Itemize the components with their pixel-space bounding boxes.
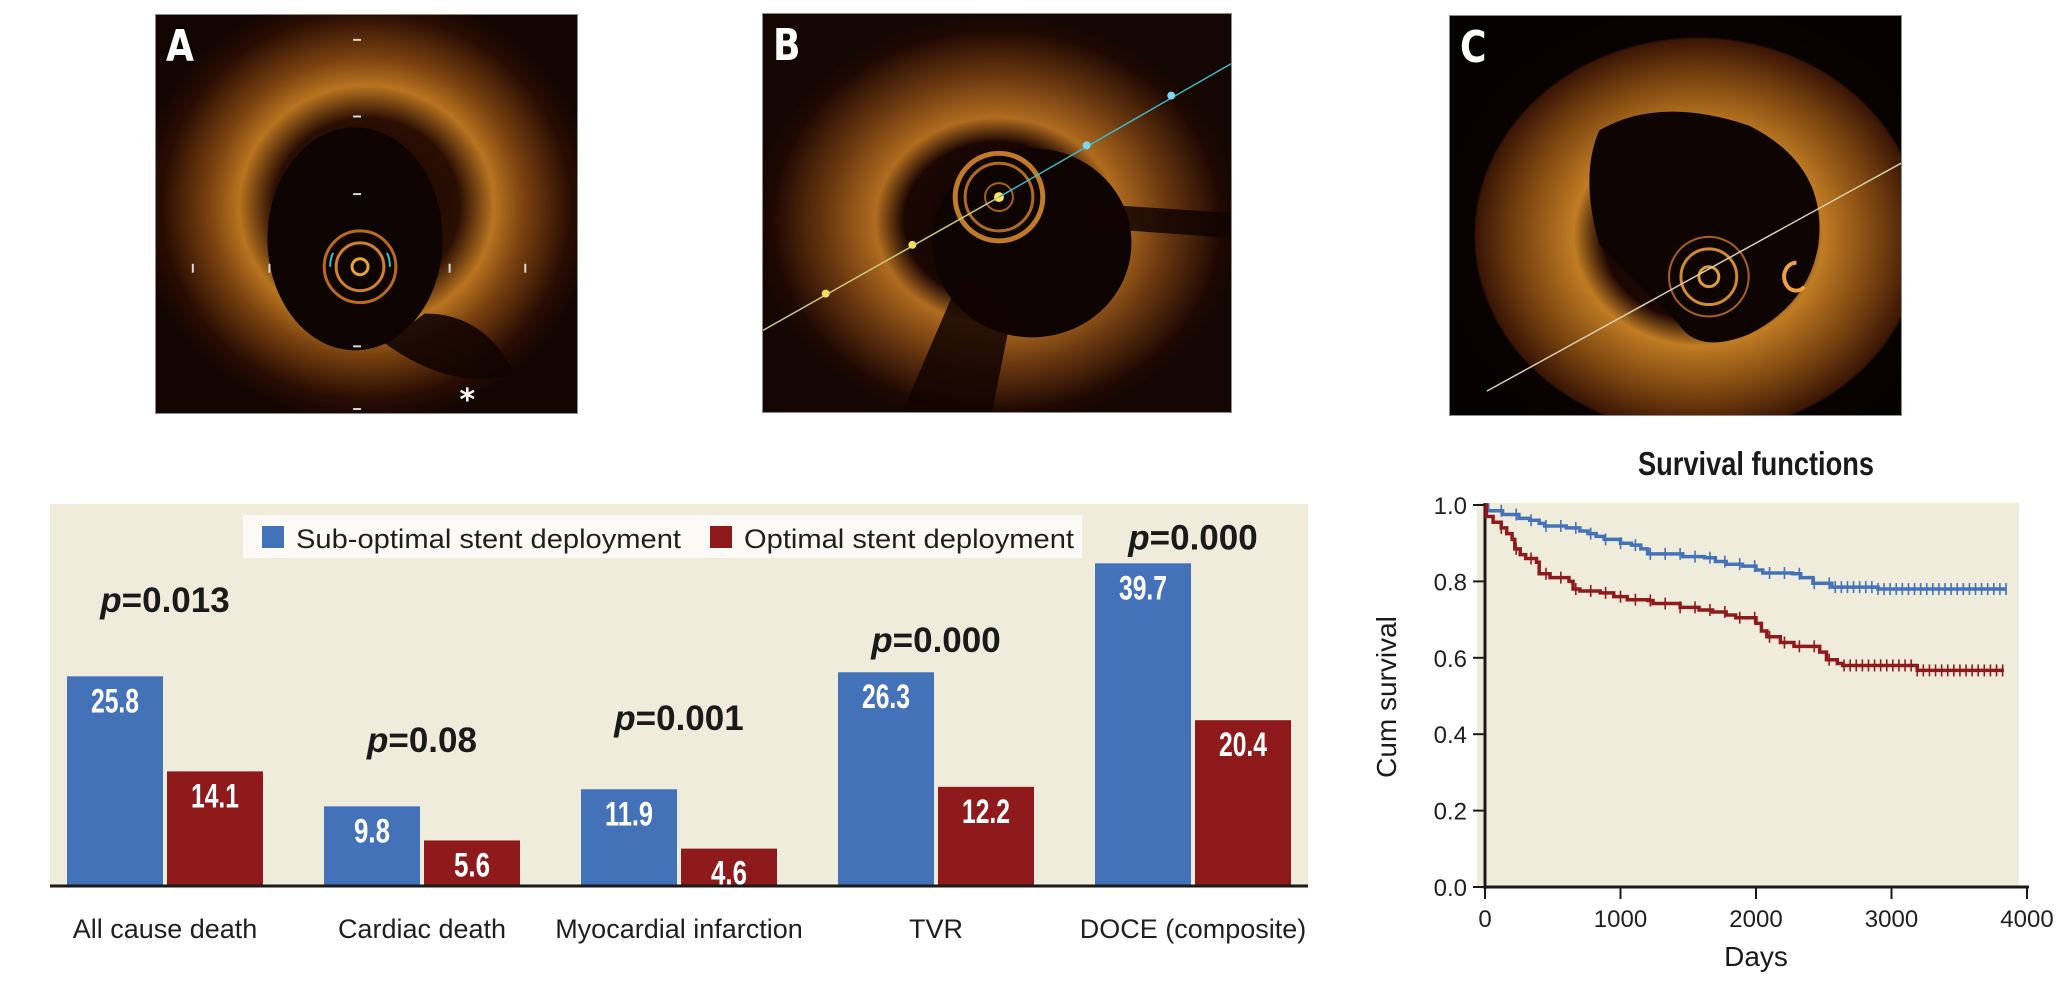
bar-optimal-3 xyxy=(938,786,1034,886)
category-label: TVR xyxy=(909,914,963,944)
bar-optimal-2 xyxy=(681,848,777,886)
legend: Sub-optimal stent deployment Optimal ste… xyxy=(243,515,1082,558)
category-label: Cardiac death xyxy=(338,914,506,944)
category-label: All cause death xyxy=(73,914,258,944)
oct-panel-c: C xyxy=(1449,15,1902,416)
panel-label-a: A xyxy=(166,21,194,72)
legend-box xyxy=(243,515,1082,558)
bar-optimal-1 xyxy=(424,840,520,886)
p-value-label: p=0.000 xyxy=(1127,518,1257,557)
bar-suboptimal-0 xyxy=(67,676,163,886)
oct-image-a: * xyxy=(156,15,577,413)
bar-value-label: 12.2 xyxy=(962,793,1010,831)
bar-value-label: 11.9 xyxy=(605,795,653,833)
legend-label-optimal: Optimal stent deployment xyxy=(744,524,1075,554)
oct-image-c xyxy=(1450,16,1901,415)
p-value-label: p=0.013 xyxy=(99,581,229,620)
bar-suboptimal-1 xyxy=(324,806,420,886)
bar-value-label: 26.3 xyxy=(862,678,910,716)
bar-optimal-0 xyxy=(167,771,263,886)
bar-value-label: 20.4 xyxy=(1219,726,1267,764)
bar-value-label: 5.6 xyxy=(454,846,490,884)
legend-swatch-optimal xyxy=(710,526,732,548)
p-value-label: p=0.08 xyxy=(366,721,477,760)
bar-value-label: 14.1 xyxy=(191,777,239,815)
bar-suboptimal-3 xyxy=(838,672,934,886)
p-value-label: p=0.000 xyxy=(870,621,1000,660)
category-label: DOCE (composite) xyxy=(1080,914,1307,944)
bar-suboptimal-2 xyxy=(581,789,677,886)
bar-value-label: 9.8 xyxy=(354,812,390,850)
legend-label-suboptimal: Sub-optimal stent deployment xyxy=(296,524,682,554)
legend-swatch-suboptimal xyxy=(262,526,284,548)
bar-suboptimal-4 xyxy=(1095,563,1191,886)
oct-panel-b: B xyxy=(762,13,1232,413)
category-label: Myocardial infarction xyxy=(555,914,803,944)
asterisk-marker: * xyxy=(460,383,476,413)
p-value-label: p=0.001 xyxy=(613,699,743,738)
bar-value-label: 25.8 xyxy=(91,682,139,720)
bar-value-label: 39.7 xyxy=(1119,569,1167,607)
panel-label-b: B xyxy=(773,20,801,71)
oct-image-b xyxy=(763,14,1231,412)
oct-panel-a: * A xyxy=(155,14,578,414)
bar-optimal-4 xyxy=(1195,720,1291,886)
panel-label-c: C xyxy=(1460,22,1487,73)
